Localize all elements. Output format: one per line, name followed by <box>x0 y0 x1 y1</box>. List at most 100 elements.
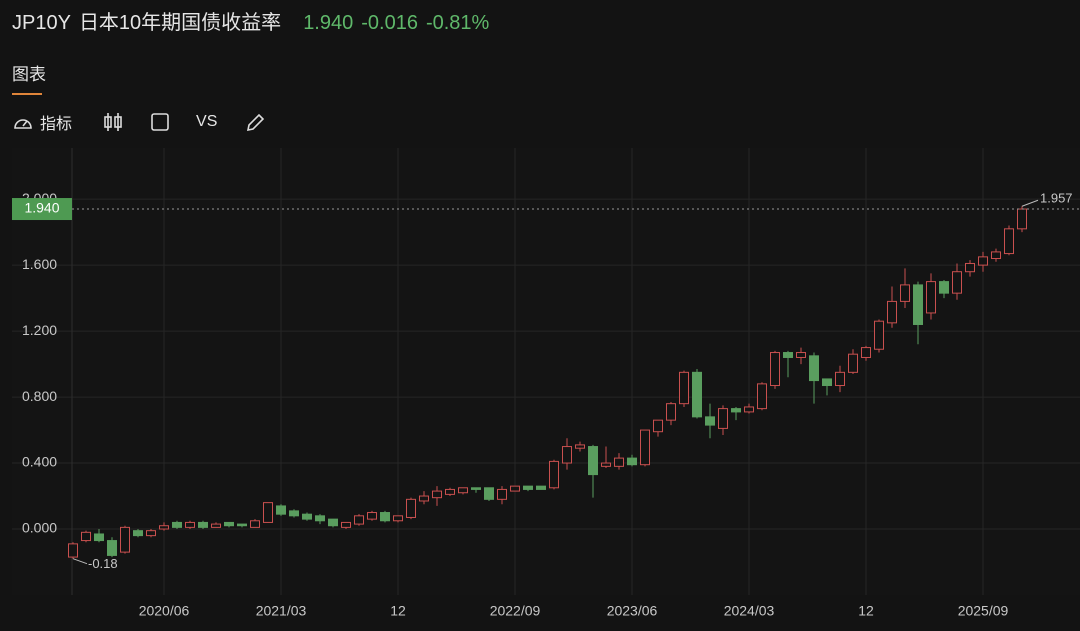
candle-body <box>744 406 754 413</box>
candle-body <box>536 485 546 490</box>
x-tick-label: 12 <box>858 603 874 619</box>
candle-body <box>679 371 689 405</box>
toolbar: 指标 VS <box>12 110 267 134</box>
candle-body <box>809 355 819 382</box>
candle-body <box>393 515 403 522</box>
candle-body <box>341 521 351 528</box>
change-pct: -0.81% <box>425 12 490 34</box>
candle-body <box>263 502 273 523</box>
candle-body <box>432 490 442 499</box>
candle-body <box>900 284 910 302</box>
candle-body <box>211 523 221 528</box>
candle-icon[interactable] <box>102 112 126 132</box>
candle-body <box>692 371 702 418</box>
candle-body <box>107 540 117 556</box>
plot-area <box>12 148 1080 595</box>
candle-body <box>822 378 832 387</box>
candle-body <box>939 281 949 294</box>
candle-body <box>159 525 169 530</box>
candle-body <box>237 523 247 527</box>
last-price-tag <box>12 198 72 221</box>
change: -0.016 <box>361 12 418 34</box>
last-price-label: 1.940 <box>24 200 59 216</box>
candle-body <box>406 498 416 518</box>
instrument-name: 日本10年期国债收益率 <box>78 12 282 34</box>
candle-body <box>978 256 988 266</box>
candle-body <box>731 408 741 413</box>
y-tick-label: 0.800 <box>22 388 57 404</box>
y-tick-label: 1.600 <box>22 256 57 272</box>
candle-body <box>94 533 104 542</box>
draw-icon[interactable] <box>245 112 267 132</box>
candle-body <box>796 352 806 358</box>
y-tick-label: 0.400 <box>22 454 57 470</box>
candle-body <box>146 530 156 537</box>
candle-body <box>380 512 390 522</box>
candle-body <box>705 416 715 426</box>
candle-body <box>367 512 377 520</box>
candle-body <box>523 485 533 490</box>
candle-body <box>250 520 260 528</box>
candle-body <box>185 521 195 528</box>
candle-body <box>588 446 598 476</box>
candle-body <box>718 408 728 429</box>
candle-body <box>783 352 793 358</box>
candle-body <box>445 488 455 495</box>
candle-body <box>653 419 663 433</box>
candle-body <box>601 462 611 467</box>
candle-body <box>302 513 312 520</box>
candle-body <box>562 446 572 464</box>
candle-body <box>952 271 962 294</box>
min-label: -0.18 <box>88 556 118 571</box>
candle-body <box>887 300 897 324</box>
x-tick-label: 2024/03 <box>724 603 775 619</box>
candle-body <box>861 347 871 358</box>
shape-icon[interactable] <box>150 112 170 132</box>
y-tick-label: 1.200 <box>22 322 57 338</box>
x-tick-label: 2025/09 <box>958 603 1009 619</box>
candle-body <box>666 403 676 421</box>
candle-body <box>172 521 182 528</box>
candle-body <box>549 460 559 489</box>
candle-body <box>497 488 507 500</box>
candle-body <box>198 521 208 528</box>
x-tick-label: 2021/03 <box>256 603 307 619</box>
candle-body <box>614 457 624 467</box>
candle-body <box>458 487 468 494</box>
max-leader <box>1021 199 1039 207</box>
candle-body <box>419 495 429 502</box>
candle-body <box>471 487 481 490</box>
y-tick-label: 0.000 <box>22 520 57 536</box>
candle-body <box>224 521 234 527</box>
candle-body <box>835 371 845 387</box>
candle-body <box>510 485 520 492</box>
candle-body <box>315 515 325 522</box>
min-leader <box>72 558 88 565</box>
candle-body <box>328 518 338 527</box>
candle-body <box>1017 208 1027 230</box>
candle-body <box>289 510 299 517</box>
candle-body <box>848 353 858 373</box>
candle-body <box>874 320 884 350</box>
candle-body <box>640 429 650 466</box>
candle-body <box>133 530 143 537</box>
candle-body <box>770 352 780 387</box>
gauge-icon[interactable] <box>12 112 36 132</box>
symbol: JP10Y <box>12 12 71 34</box>
candle-body <box>965 262 975 273</box>
candle-body <box>276 505 286 515</box>
candle-body <box>354 515 364 525</box>
candle-body <box>991 251 1001 260</box>
chart-tab[interactable]: 图表 <box>12 60 46 95</box>
max-label: 1.957 <box>1040 191 1073 206</box>
candle-body <box>484 487 494 500</box>
x-tick-label: 12 <box>390 603 406 619</box>
x-tick-label: 2023/06 <box>607 603 658 619</box>
indicators-button[interactable]: 指标 <box>40 116 73 133</box>
candle-body <box>81 531 91 542</box>
header: JP10Y 日本10年期国债收益率 1.940 -0.016 -0.81% <box>12 6 497 35</box>
compare-button[interactable]: VS <box>196 113 218 130</box>
candle-body <box>913 284 923 325</box>
